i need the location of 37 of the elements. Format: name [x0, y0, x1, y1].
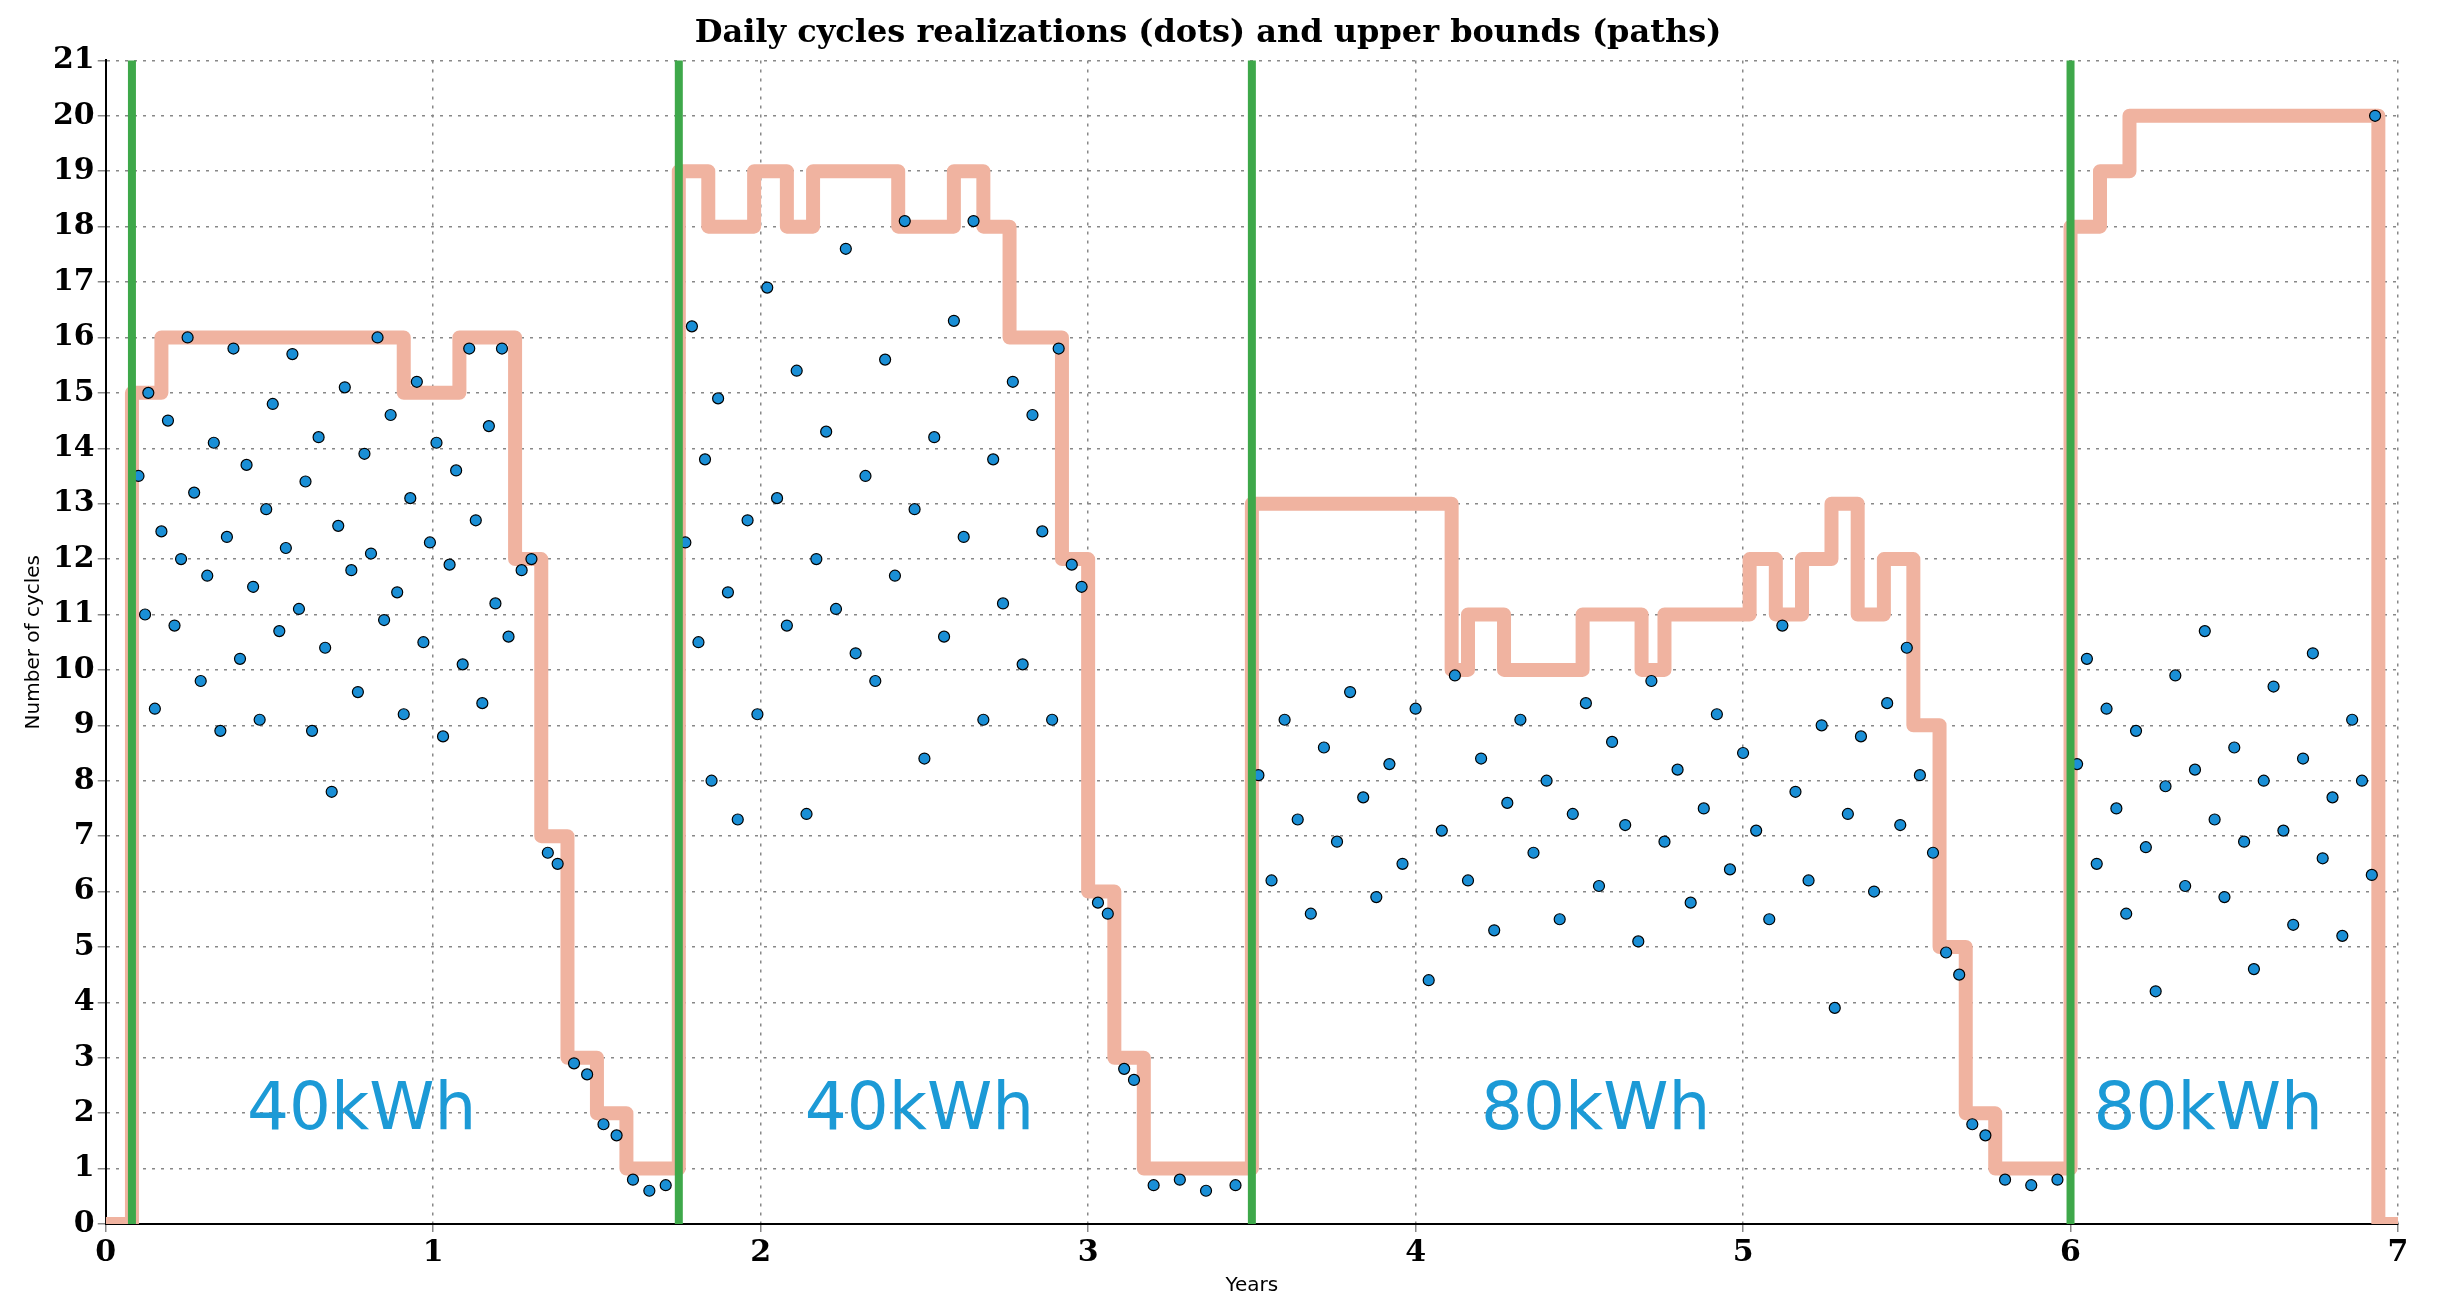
x-tick-label: 0 [95, 1232, 117, 1268]
y-tick-label: 14 [53, 428, 95, 464]
y-tick-label: 5 [73, 926, 95, 962]
y-tick-label: 7 [73, 815, 95, 851]
y-tick-label: 1 [73, 1148, 95, 1184]
y-tick-label: 18 [53, 206, 95, 242]
y-axis-title: Number of cycles [20, 554, 45, 730]
x-tick-label: 6 [2060, 1232, 2081, 1268]
y-tick-label: 13 [53, 483, 95, 519]
x-tick-label: 5 [1732, 1232, 1754, 1268]
y-tick-label: 12 [53, 538, 95, 574]
x-tick-label: 7 [2387, 1232, 2409, 1268]
y-tick-label: 9 [73, 705, 95, 741]
annotation: 80kWh [1481, 1068, 1711, 1146]
y-tick-label: 11 [53, 594, 95, 630]
annotation: 40kWh [246, 1068, 477, 1146]
y-tick-label: 17 [53, 261, 95, 297]
chart-title: Daily cycles realizations (dots) and upper bounds (paths) [694, 11, 1722, 50]
y-tick-label: 6 [73, 871, 95, 907]
y-tick-label: 21 [53, 40, 95, 76]
y-tick-label: 0 [73, 1203, 95, 1239]
y-tick-label: 8 [73, 760, 95, 796]
y-tick-label: 10 [53, 649, 95, 685]
y-tick-label: 20 [53, 95, 95, 131]
y-tick-label: 19 [53, 151, 95, 187]
x-tick-label: 1 [422, 1232, 444, 1268]
x-axis-title: Years [1224, 1272, 1279, 1297]
y-tick-label: 3 [73, 1037, 95, 1073]
x-tick-label: 2 [750, 1232, 772, 1268]
x-tick-label: 4 [1405, 1232, 1427, 1268]
y-tick-label: 15 [53, 372, 95, 408]
y-tick-label: 16 [53, 317, 95, 353]
annotation: 80kWh [2093, 1068, 2323, 1146]
x-tick-label: 3 [1077, 1232, 1099, 1268]
y-tick-label: 4 [73, 982, 95, 1018]
annotation: 40kWh [804, 1068, 1035, 1146]
y-tick-label: 2 [73, 1092, 95, 1128]
